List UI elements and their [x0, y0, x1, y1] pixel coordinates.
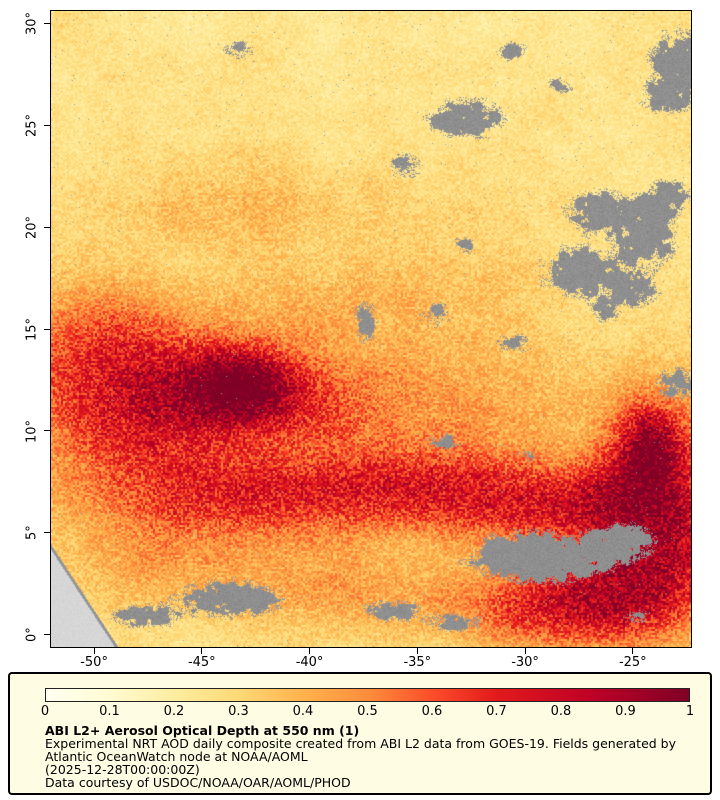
- y-tick-mark: [44, 634, 50, 636]
- colorbar-tick-label: 0.2: [163, 704, 185, 719]
- colorbar-tick-label: 0.7: [486, 704, 507, 719]
- caption-box: 0 0.1 0.2 0.3 0.4 0.5 0.6 0.7 0.8 0.9 1 ABI L2+ Ae…: [8, 672, 712, 795]
- y-tick-label: 5°: [24, 525, 40, 541]
- y-tick-label: 20°: [24, 215, 40, 239]
- x-tick-mark: [632, 648, 634, 654]
- y-tick-label: 10°: [24, 419, 40, 443]
- colorbar-tick-label: 0.5: [357, 704, 378, 719]
- y-tick-label: 15°: [24, 317, 40, 341]
- colorbar-tick-label: 0.3: [228, 704, 249, 719]
- caption-title: ABI L2+ Aerosol Optical Depth at 550 nm …: [45, 723, 360, 738]
- x-tick-mark: [201, 648, 203, 654]
- y-tick-mark: [44, 226, 50, 228]
- aod-heatmap-canvas: [51, 11, 691, 647]
- x-tick-label: -25°: [618, 655, 647, 670]
- caption-credit: Data courtesy of USDOC/NOAA/OAR/AOML/PHO…: [45, 775, 351, 790]
- colorbar-tick-label: 0.4: [292, 704, 314, 719]
- x-tick-mark: [309, 648, 311, 654]
- caption-text-block: ABI L2+ Aerosol Optical Depth at 550 nm …: [45, 724, 703, 789]
- colorbar-tick-label: 0.6: [421, 704, 443, 719]
- y-tick-mark: [44, 430, 50, 432]
- y-tick-mark: [44, 124, 50, 126]
- caption-description: Experimental NRT AOD daily composite cre…: [45, 736, 677, 764]
- colorbar-tick-label: 1: [685, 704, 695, 719]
- caption-timestamp: (2025-12-28T00:00:00Z): [45, 762, 200, 777]
- x-tick-label: -50°: [80, 655, 108, 670]
- x-tick-mark: [416, 648, 418, 654]
- x-tick-mark: [93, 648, 95, 654]
- x-tick-label: -40°: [295, 655, 324, 670]
- x-tick-label: -45°: [187, 655, 216, 670]
- map-plot-area: [50, 10, 692, 648]
- x-tick-mark: [524, 648, 526, 654]
- colorbar-tick-label: 0.8: [550, 704, 572, 719]
- y-tick-label: 30°: [24, 11, 40, 35]
- colorbar-tick-labels: 0 0.1 0.2 0.3 0.4 0.5 0.6 0.7 0.8 0.9 1: [41, 704, 694, 720]
- colorbar-tick-label: 0.1: [99, 704, 120, 719]
- colorbar: [45, 688, 690, 702]
- y-tick-mark: [44, 532, 50, 534]
- colorbar-tick-label: 0: [40, 704, 50, 719]
- y-tick-mark: [44, 22, 50, 24]
- x-tick-label: -30°: [511, 655, 539, 670]
- x-tick-label: -35°: [403, 655, 432, 670]
- y-tick-mark: [44, 328, 50, 330]
- y-tick-label: 0°: [24, 627, 40, 643]
- colorbar-tick-label: 0.9: [615, 704, 636, 719]
- y-tick-label: 25°: [24, 113, 40, 137]
